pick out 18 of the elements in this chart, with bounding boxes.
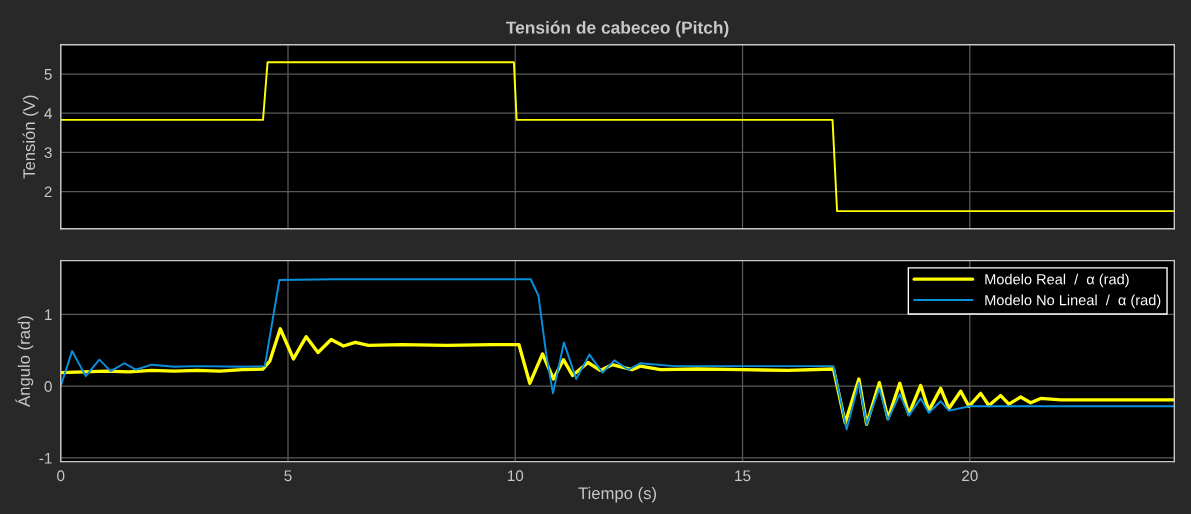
legend-label: Modelo No Lineal / α (rad) bbox=[985, 294, 1161, 309]
y-tick-label: 0 bbox=[44, 381, 52, 392]
y-tick-label: 1 bbox=[45, 309, 52, 320]
y-tick-label: -1 bbox=[39, 453, 52, 464]
legend-label: Modelo Real / α (rad) bbox=[985, 273, 1129, 288]
y-axis-title: Ángulo (rad) bbox=[15, 316, 34, 407]
y-tick-label: 2 bbox=[44, 186, 52, 198]
y-axis-title: Tensión (V) bbox=[22, 95, 39, 179]
x-tick-label: 5 bbox=[284, 470, 292, 482]
y-tick-label: 3 bbox=[44, 147, 52, 159]
x-tick-label: 15 bbox=[735, 470, 751, 482]
x-tick-label: 20 bbox=[962, 470, 978, 482]
y-tick-label: 5 bbox=[44, 69, 52, 80]
x-tick-label: 10 bbox=[507, 470, 524, 482]
x-axis-title: Tiempo (s) bbox=[578, 486, 657, 503]
x-tick-label: 0 bbox=[57, 470, 65, 482]
y-tick-label: 4 bbox=[44, 108, 52, 119]
chart-title: Tensión de cabeceo (Pitch) bbox=[505, 20, 729, 38]
